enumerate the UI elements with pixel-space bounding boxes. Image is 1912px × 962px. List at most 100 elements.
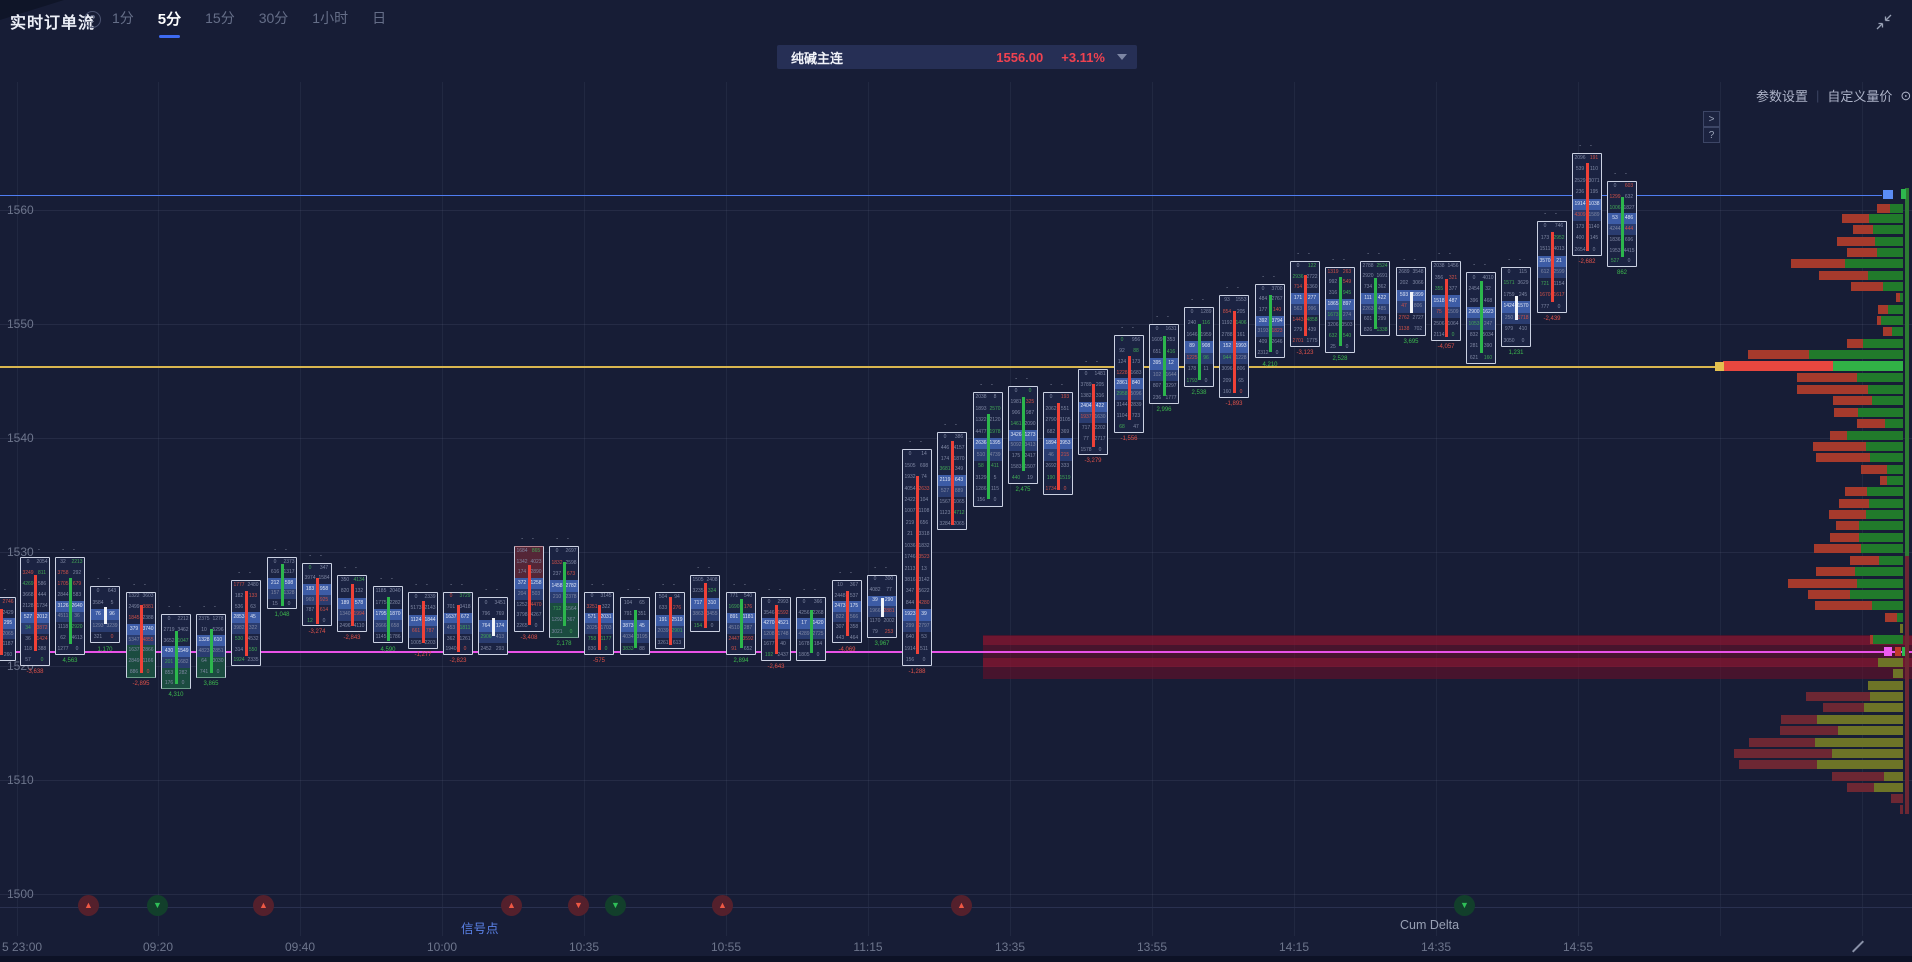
signal-panel-label[interactable]: 信号点 bbox=[461, 922, 499, 936]
help-icon[interactable]: ? bbox=[84, 11, 101, 28]
footprint-candle[interactable]: 0 3729 701 3418 1637 672 453 1811 362 1261 1940 0 bbox=[443, 591, 473, 655]
footprint-candle[interactable]: 0 2993 3546 1592 4270 4521 1208 1748 1677 40 192 24… bbox=[761, 597, 791, 661]
footprint-candle[interactable]: 0 956 92 88 124 173 1228 1683 2861 840 2958 5096 314… bbox=[1114, 335, 1144, 433]
volume-cell: 3863 bbox=[692, 611, 704, 618]
tab-timeframe-5[interactable]: 1小时 bbox=[312, 10, 349, 26]
signal-marker[interactable]: ▲ bbox=[951, 895, 972, 916]
footprint-cell-row: 0 3145 bbox=[585, 592, 613, 603]
volume-cell: 643 bbox=[954, 477, 964, 484]
tab-timeframe-6[interactable]: 日 bbox=[372, 10, 387, 26]
signal-marker[interactable]: ▼ bbox=[1454, 895, 1475, 916]
footprint-candle[interactable]: 0 386 446 4157 174 1870 3681 349 2119 643 527 889 15… bbox=[937, 432, 967, 530]
eye-icon[interactable]: ⊙ bbox=[1900, 87, 1912, 103]
volume-cell: 621 bbox=[1469, 354, 1479, 361]
footprint-cell-row: 1322 3603 bbox=[127, 592, 155, 603]
footprint-candle[interactable]: 0 2373 616 1317 212 598 157 1328 15 0 bbox=[267, 557, 297, 610]
footprint-candle[interactable]: 0 2054 3249 811 4269 586 3668 444 2128 1734 527 201… bbox=[20, 557, 50, 667]
footprint-candle[interactable]: 1319 263 992 549 316 945 1865 897 1673 274 3206 350… bbox=[1325, 266, 1355, 353]
footprint-candle[interactable]: 0 4010 2454 32 396 468 2900 1623 1053 247 832 5034 2… bbox=[1466, 272, 1496, 365]
footprint-candle[interactable]: 0 603 1299 632 1006 1827 53 486 4244 444 1836 696 19… bbox=[1607, 181, 1637, 268]
volume-cell: 0 bbox=[802, 599, 806, 606]
volume-cell: 1317 bbox=[283, 569, 295, 576]
tab-timeframe-3[interactable]: 15分 bbox=[205, 10, 235, 26]
footprint-candle[interactable]: 0 300 4082 77 39 290 1966 2881 1170 2002 79 253 bbox=[867, 574, 897, 638]
footprint-candle[interactable]: 10 367 2448 537 2473 175 822 566 307 358 443 464 bbox=[832, 580, 862, 644]
volume-cell: 2689 bbox=[1398, 268, 1410, 275]
signal-marker[interactable]: ▲ bbox=[253, 895, 274, 916]
footprint-cell-row: 2113 13 bbox=[903, 563, 931, 574]
footprint-candle[interactable]: 0 3700 484 2767 177 140 392 3794 3193 1823 409 2646… bbox=[1255, 283, 1285, 359]
footprint-candle[interactable]: 0 0 1981 325 906 987 1461 2090 3426 1273 5092 3413 1… bbox=[1008, 386, 1038, 484]
footprint-candle[interactable]: 0 3145 3251 322 571 2031 2025 1703 758 1177 836 0 bbox=[584, 591, 614, 655]
footprint-candle[interactable]: 0 14 1505 698 1932 74 4054 2633 2422 104 1007 1108 2… bbox=[902, 449, 932, 667]
footprint-cell-row: 734 362 bbox=[1361, 282, 1389, 293]
footprint-candle[interactable]: 93 1553 854 205 1192 1406 2788 161 152 1993 944 122… bbox=[1219, 295, 1249, 399]
footprint-candle[interactable]: 0 2212 2719 3462 3652 1047 430 1549 201 1682 853 28… bbox=[161, 614, 191, 690]
signal-marker[interactable]: ▲ bbox=[78, 895, 99, 916]
footprint-candle[interactable]: 504 94 633 276 191 2519 2039 2901 3261 613 bbox=[655, 591, 685, 650]
tab-timeframe-1[interactable]: 1分 bbox=[112, 10, 134, 26]
signal-marker[interactable]: ▼ bbox=[568, 895, 589, 916]
footprint-candle[interactable]: 0 2339 5173 2143 1124 1844 661 787 1005 2203 bbox=[408, 591, 438, 650]
volume-cell: 1509 bbox=[1447, 309, 1459, 316]
footprint-candle[interactable]: 0 746 173 2952 1511 4013 3570 21 612 2599 721 1154 1… bbox=[1537, 221, 1567, 313]
footprint-candle[interactable]: 32 2213 3758 292 1705 679 2844 583 3126 2640 4511 3… bbox=[55, 557, 85, 655]
collapse-icon[interactable] bbox=[1874, 12, 1894, 32]
tab-timeframe-4[interactable]: 30分 bbox=[258, 10, 289, 26]
candle-delta-label: -1,288 bbox=[908, 669, 926, 676]
settings-button[interactable]: 参数设置 bbox=[1756, 89, 1809, 104]
volume-cell: 769 bbox=[495, 611, 505, 618]
footprint-candle[interactable]: 0 1631 1609 353 651 416 395 12 102 1644 807 3297 236… bbox=[1149, 323, 1179, 405]
footprint-candle[interactable]: 2038 8 1893 2570 1322 2120 4477 1978 2636 1395 510… bbox=[973, 392, 1003, 507]
custom-volume-button[interactable]: 自定义量价 bbox=[1827, 89, 1893, 104]
footprint-candle[interactable]: 1185 2040 1775 2282 1795 1870 2666 658 1145 1786 bbox=[373, 585, 403, 644]
footprint-candle[interactable]: 1777 2480 182 133 536 63 2853 45 3982 322 530 4532 3… bbox=[231, 580, 261, 667]
footprint-candle[interactable]: 0 2697 1832 2598 237 673 1458 2782 210 2378 712 156… bbox=[549, 546, 579, 638]
footprint-candle[interactable]: 2689 3548 202 3066 593 1899 47 806 2762 2727 1138 7… bbox=[1396, 266, 1426, 336]
footprint-candle[interactable]: 2096 191 539 110 2529 3071 236 195 1914 1038 4309 1… bbox=[1572, 152, 1602, 256]
magenta-row-buy-tick bbox=[1902, 647, 1905, 656]
signal-marker[interactable]: ▲ bbox=[712, 895, 733, 916]
candle-dots: · · bbox=[767, 585, 785, 595]
footprint-candle[interactable]: 350 4134 820 132 189 578 1340 1994 2496 4110 bbox=[337, 574, 367, 633]
footprint-candle[interactable]: 0 643 3584 5 76 96 1293 3239 321 0 bbox=[90, 585, 120, 644]
footprint-candle[interactable]: 0 347 3974 1584 183 958 969 925 787 614 12 0 bbox=[302, 563, 332, 627]
symbol-selector[interactable]: 纯碱主连 1556.00 +3.11% bbox=[777, 45, 1137, 69]
footprint-candle[interactable]: 1626274619342429274029513172065407911872… bbox=[0, 597, 16, 661]
footprint-candle[interactable]: 1322 3603 2499 3881 1845 2388 379 3740 5347 4855 1… bbox=[126, 591, 156, 678]
footprint-candle[interactable]: 771 540 1690 176 891 1181 4510 287 2447 3592 91 652 bbox=[726, 591, 756, 655]
volume-cell: 551 bbox=[1060, 405, 1070, 412]
footprint-candle[interactable]: 0 1481 3789 205 1382 316 2404 422 1937 1630 717 220… bbox=[1078, 369, 1108, 456]
volume-cell: 0 bbox=[1120, 337, 1124, 343]
footprint-candle[interactable]: 0 115 1571 3629 1759 245 1424 1570 250 1718 979 410… bbox=[1501, 266, 1531, 348]
volume-cell: 2851 bbox=[212, 647, 224, 654]
volume-cell: 3066 bbox=[1412, 280, 1424, 287]
volume-cell: 1775 bbox=[375, 599, 387, 606]
footprint-candle[interactable]: 1684 865 1342 4023 174 2890 372 1258 204 503 1252 4… bbox=[514, 546, 544, 633]
signal-marker[interactable]: ▼ bbox=[147, 895, 168, 916]
footprint-candle[interactable]: 1505 2408 3235 324 717 310 3863 3455 154 0 bbox=[690, 574, 720, 633]
signal-marker[interactable]: ▼ bbox=[605, 895, 626, 916]
footprint-candle[interactable]: 0 122 2936 2722 714 1360 171 277 563 996 1443 4858 2… bbox=[1290, 261, 1320, 348]
footprint-candle[interactable]: 104 65 791 351 3873 45 4034 3195 3833 88 bbox=[620, 597, 650, 655]
volume-cell: 21 bbox=[1556, 257, 1562, 264]
footprint-candle[interactable]: 2375 1278 10 5296 1328 610 4823 2851 64 3030 741 0 bbox=[196, 614, 226, 678]
volume-profile-row-buy bbox=[1815, 737, 1903, 747]
signal-marker[interactable]: ▲ bbox=[501, 895, 522, 916]
tab-timeframe-2[interactable]: 5分 bbox=[158, 8, 181, 38]
footprint-candle[interactable]: 0 366 4256 2268 17 1420 4289 2725 1678 184 1805 0 bbox=[796, 597, 826, 661]
bottom-strip bbox=[0, 956, 1912, 962]
footprint-candle[interactable]: 2038 1456 356 321 355 377 1518 487 75 1509 2506 106… bbox=[1431, 261, 1461, 342]
volume-cell: 191 bbox=[1589, 154, 1599, 161]
footprint-candle[interactable]: 0 1289 240 116 1646 1959 89 908 1225 96 178 11 1793 0 bbox=[1184, 306, 1214, 387]
footprint-candle[interactable]: 0 3451 796 769 764 174 2906 413 2452 293 bbox=[478, 597, 508, 655]
footprint-candle[interactable]: 2788 2524 2920 1691 734 362 111 422 2263 485 601 29… bbox=[1360, 261, 1390, 336]
footprint-cell-row: 1832 2598 bbox=[550, 557, 578, 568]
expand-panel-button[interactable]: > bbox=[1703, 111, 1720, 127]
footprint-candle[interactable]: 0 193 2062 551 2790 3105 682 369 1894 3953 46 215 26… bbox=[1043, 392, 1073, 496]
volume-cell: 161 bbox=[1236, 331, 1246, 338]
panel-help-button[interactable]: ? bbox=[1703, 127, 1720, 143]
volume-cell: 1564 bbox=[565, 605, 577, 612]
volume-cell: 1691 bbox=[1376, 273, 1388, 280]
